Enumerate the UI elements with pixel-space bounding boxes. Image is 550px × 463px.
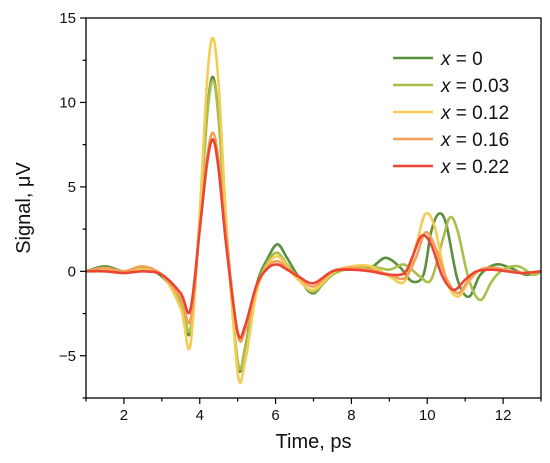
x-tick-label: 2 (120, 407, 128, 424)
x-tick-label: 12 (495, 407, 512, 424)
y-tick-label: 15 (59, 10, 76, 27)
x-axis-title: Time, ps (276, 431, 352, 453)
legend-label-4: x = 0.22 (440, 157, 509, 178)
y-tick-label: 5 (68, 179, 76, 196)
plot-frame (85, 17, 542, 399)
y-axis-title: Signal, μV (13, 162, 35, 254)
legend-label-0: x = 0 (440, 49, 483, 70)
x-tick-label: 4 (196, 407, 204, 424)
x-tick-label: 6 (271, 407, 279, 424)
x-tick-label: 8 (347, 407, 355, 424)
ticks-layer: 2 4 6 8 10 12 −5 0 5 10 15 (59, 10, 542, 424)
legend-label-2: x = 0.12 (440, 103, 509, 124)
x-tick-label: 10 (419, 407, 436, 424)
y-tick-label: 0 (68, 263, 76, 280)
legend-label-3: x = 0.16 (440, 130, 509, 151)
series-line-2 (86, 36, 541, 385)
legend: x = 0 x = 0.03 x = 0.12 x = 0.16 x = 0.22 (393, 49, 509, 178)
y-tick-label: 10 (59, 94, 76, 111)
series-layer (86, 36, 541, 385)
y-tick-label: −5 (59, 348, 76, 365)
series-line-4 (86, 138, 541, 340)
legend-label-1: x = 0.03 (440, 76, 509, 97)
